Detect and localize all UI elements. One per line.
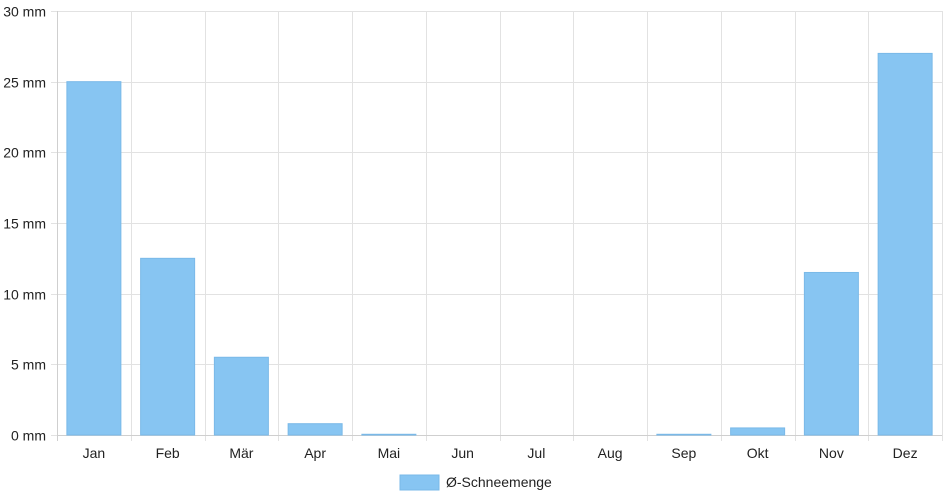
legend[interactable]: Ø-Schneemenge [399, 474, 552, 491]
x-tick-label: Okt [747, 445, 769, 461]
bar-dez[interactable] [877, 52, 933, 436]
bar-apr[interactable] [287, 423, 343, 436]
legend-label: Ø-Schneemenge [446, 474, 552, 490]
y-tick-label: 10 mm [3, 287, 46, 303]
bar-mär[interactable] [213, 356, 269, 436]
y-tick-label: 30 mm [3, 4, 46, 20]
y-tick-label: 25 mm [3, 75, 46, 91]
bar-nov[interactable] [803, 271, 859, 436]
x-axis-labels: Jan Feb Mär Apr Mai Jun Jul Aug Sep Okt Nov Dez [83, 445, 918, 461]
y-axis-labels: 0 mm 5 mm 10 mm 15 mm 20 mm 25 mm 30 mm [3, 4, 46, 444]
x-tick-label: Nov [819, 445, 844, 461]
x-tick-label: Feb [156, 445, 180, 461]
x-tick-label: Jul [527, 445, 545, 461]
bar-feb[interactable] [140, 257, 196, 436]
x-tick-label: Jun [451, 445, 474, 461]
x-tick-label: Jan [83, 445, 106, 461]
x-tick-label: Sep [671, 445, 696, 461]
grid-layer [51, 11, 943, 441]
y-tick-label: 0 mm [11, 428, 46, 444]
x-tick-label: Mai [378, 445, 401, 461]
bar-jan[interactable] [66, 81, 122, 436]
x-tick-label: Aug [598, 445, 623, 461]
bar-sep[interactable] [656, 433, 712, 436]
bar-mai[interactable] [361, 433, 417, 436]
bar-okt[interactable] [730, 427, 786, 436]
y-tick-label: 15 mm [3, 216, 46, 232]
y-tick-label: 20 mm [3, 145, 46, 161]
x-tick-label: Dez [893, 445, 918, 461]
bars-layer [66, 52, 933, 436]
x-tick-label: Mär [229, 445, 253, 461]
x-tick-label: Apr [304, 445, 326, 461]
legend-swatch [399, 474, 440, 491]
y-tick-label: 5 mm [11, 357, 46, 373]
